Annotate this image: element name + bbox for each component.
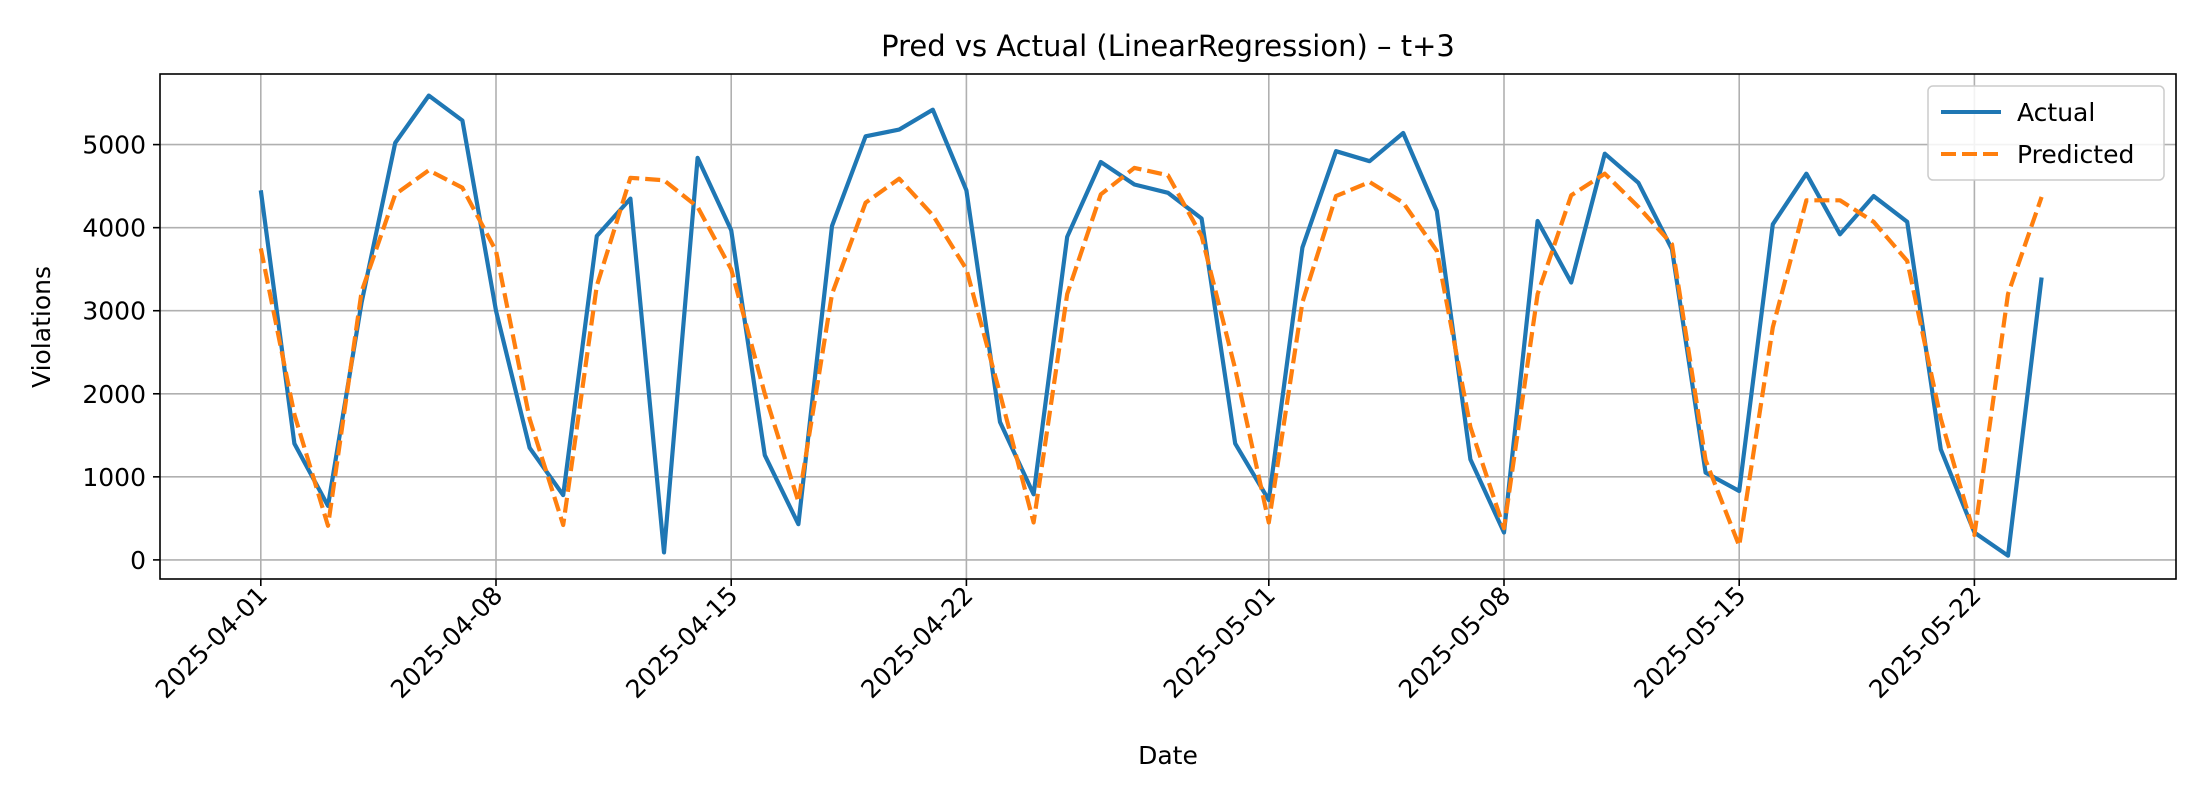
series-line-predicted	[258, 165, 2044, 548]
x-axis-title: Date	[1138, 741, 1198, 770]
y-tick-label: 2000	[82, 380, 146, 409]
legend-label-predicted: Predicted	[2017, 140, 2134, 169]
y-tick-label: 4000	[82, 214, 146, 243]
chart-title: Pred vs Actual (LinearRegression) – t+3	[881, 29, 1455, 63]
legend: Actual Predicted	[1927, 85, 2165, 181]
y-tick-label: 5000	[82, 131, 146, 160]
legend-box	[1927, 85, 2165, 181]
legend-label-actual: Actual	[2017, 98, 2095, 127]
x-tick-label: 2025-04-08	[385, 581, 508, 704]
x-tick-label: 2025-04-15	[620, 581, 743, 704]
x-tick-label: 2025-04-01	[150, 581, 273, 704]
grid	[160, 74, 2176, 579]
x-tick-label: 2025-05-01	[1158, 581, 1281, 704]
x-axis-ticks: 2025-04-01 2025-04-08 2025-04-15 2025-04-22…	[150, 579, 1987, 704]
y-tick-label: 3000	[82, 297, 146, 326]
y-axis-ticks: 0 1000 2000 3000 4000 5000	[82, 131, 160, 575]
x-tick-label: 2025-04-22	[855, 581, 978, 704]
x-tick-label: 2025-05-15	[1628, 581, 1751, 704]
y-tick-label: 1000	[82, 463, 146, 492]
series-line-actual	[258, 93, 2044, 558]
series-lines	[258, 93, 2044, 558]
x-tick-label: 2025-05-08	[1393, 581, 1516, 704]
plot-frame	[159, 73, 2177, 580]
y-axis-title: Violations	[27, 266, 56, 388]
y-tick-label: 0	[130, 546, 146, 575]
x-tick-label: 2025-05-22	[1863, 581, 1986, 704]
